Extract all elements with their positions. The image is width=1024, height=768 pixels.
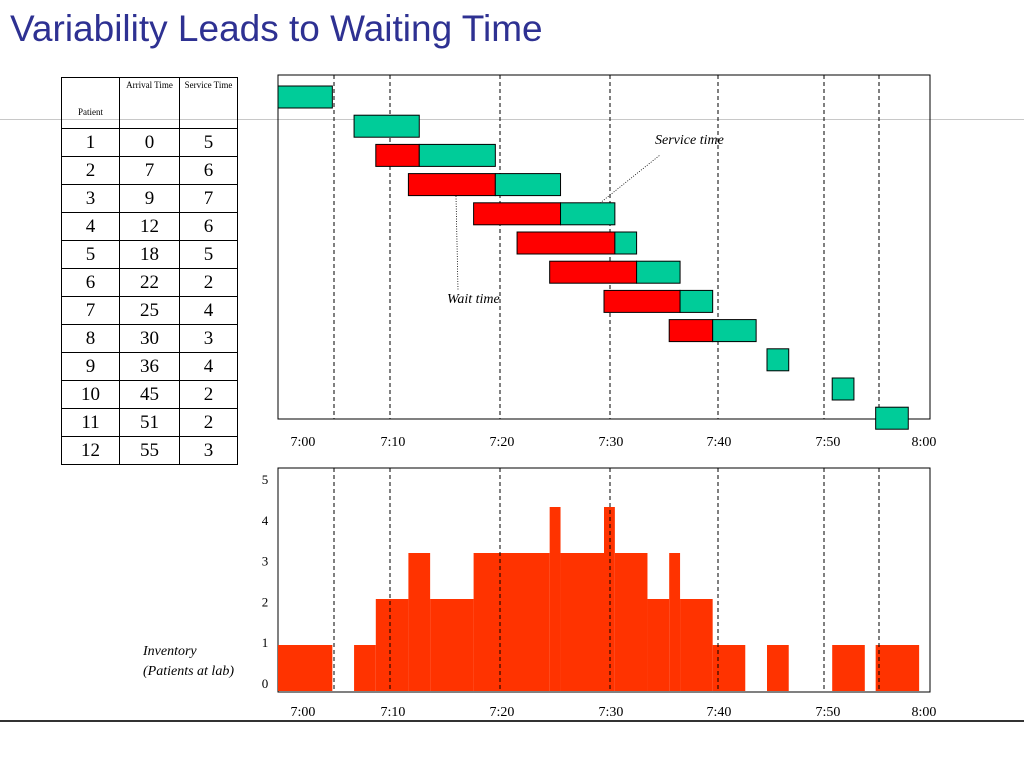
cell-service: 4 (179, 296, 238, 325)
inventory-bar (430, 599, 474, 691)
cell-service: 5 (179, 240, 238, 269)
table-row: 11 51 2 (61, 408, 238, 437)
inventory-bar (680, 599, 713, 691)
inventory-chart: 7:00 7:10 7:20 7:30 7:40 7:50 8:00 0 1 2 3 4 5 (262, 467, 937, 720)
cell-service: 3 (179, 324, 238, 353)
table-row: 7 25 4 (61, 296, 238, 325)
cell-arrival: 55 (119, 436, 180, 465)
cell-patient: 11 (61, 408, 120, 437)
inventory-bar (604, 507, 615, 691)
service-bar (353, 114, 420, 138)
gantt-x-tick-label: 8:00 (912, 435, 937, 450)
table-row: 8 30 3 (61, 324, 238, 353)
gantt-x-tick-label: 7:10 (381, 435, 406, 450)
cell-service: 2 (179, 268, 238, 297)
cell-arrival: 7 (119, 156, 180, 185)
inventory-bar (354, 645, 376, 691)
service-bar (277, 85, 333, 109)
inventory-bar (560, 553, 604, 691)
service-bar (712, 319, 757, 343)
service-bar (614, 231, 638, 255)
cell-service: 2 (179, 380, 238, 409)
service-time-leader (599, 154, 661, 204)
service-bar (418, 143, 496, 167)
bottom-divider (0, 720, 1024, 722)
inventory-y-tick-label: 4 (262, 513, 269, 528)
gantt-chart: 7:00 7:10 7:20 7:30 7:40 7:50 8:00 (277, 74, 937, 450)
inventory-bar (375, 599, 409, 691)
inventory-bar (614, 553, 648, 691)
inventory-bar (832, 645, 865, 691)
cell-patient: 8 (61, 324, 120, 353)
inventory-y-tick-label: 1 (262, 635, 269, 650)
wait-time-leader (455, 195, 459, 291)
inventory-axis-label: Inventory (Patients at lab) (143, 644, 234, 679)
inventory-y-tick-label: 3 (262, 554, 269, 569)
cell-arrival: 36 (119, 352, 180, 381)
inventory-bar (669, 553, 681, 691)
wait-time-annotation: Wait time (447, 292, 500, 307)
inventory-bar (767, 645, 789, 691)
cell-patient: 12 (61, 436, 120, 465)
cell-service: 6 (179, 156, 238, 185)
service-bar (636, 260, 681, 284)
gantt-x-tick-label: 7:30 (599, 435, 624, 450)
page-title: Variability Leads to Waiting Time (10, 8, 543, 49)
gantt-plot-frame (277, 74, 931, 420)
cell-arrival: 18 (119, 240, 180, 269)
inventory-y-tick-label: 0 (262, 676, 269, 691)
service-bar (875, 406, 909, 430)
cell-service: 6 (179, 212, 238, 241)
cell-arrival: 30 (119, 324, 180, 353)
service-bar (560, 202, 616, 226)
inventory-x-tick-label: 7:10 (381, 705, 406, 720)
cell-service: 5 (179, 128, 238, 157)
table-row: 12 55 3 (61, 436, 238, 465)
cell-patient: 5 (61, 240, 120, 269)
inventory-x-tick-label: 7:30 (599, 705, 624, 720)
inventory-bar (278, 645, 333, 691)
inventory-x-tick-label: 7:40 (707, 705, 732, 720)
inventory-x-tick-label: 7:50 (816, 705, 841, 720)
gantt-x-tick-label: 7:00 (291, 435, 316, 450)
gantt-x-tick-label: 7:50 (816, 435, 841, 450)
service-bar (679, 289, 714, 313)
cell-service: 7 (179, 184, 238, 213)
cell-arrival: 51 (119, 408, 180, 437)
cell-patient: 9 (61, 352, 120, 381)
table-row: 5 18 5 (61, 240, 238, 269)
gantt-x-tick-label: 7:20 (490, 435, 515, 450)
service-bar (831, 377, 855, 401)
inventory-bar (473, 553, 550, 691)
header-patient: Patient (61, 77, 120, 129)
inventory-y-tick-label: 2 (262, 594, 269, 609)
cell-service: 2 (179, 408, 238, 437)
service-time-annotation: Service time (655, 133, 724, 148)
inventory-x-tick-label: 8:00 (912, 705, 937, 720)
table-row: 10 45 2 (61, 380, 238, 409)
inventory-bar (647, 599, 670, 691)
service-bar (494, 173, 562, 197)
service-bar (766, 348, 790, 372)
table-row: 6 22 2 (61, 268, 238, 297)
inventory-bar (875, 645, 920, 691)
cell-service: 4 (179, 352, 238, 381)
inventory-y-tick-label: 5 (262, 472, 269, 487)
cell-service: 3 (179, 436, 238, 465)
inventory-x-tick-label: 7:20 (490, 705, 515, 720)
inventory-bar (549, 507, 561, 691)
header-arrival-time: Arrival Time (119, 77, 180, 129)
inventory-x-tick-label: 7:00 (291, 705, 316, 720)
cell-patient: 10 (61, 380, 120, 409)
inventory-bar (408, 553, 431, 691)
title-divider (0, 119, 1024, 120)
gantt-x-tick-label: 7:40 (707, 435, 732, 450)
table-row: 9 36 4 (61, 352, 238, 381)
